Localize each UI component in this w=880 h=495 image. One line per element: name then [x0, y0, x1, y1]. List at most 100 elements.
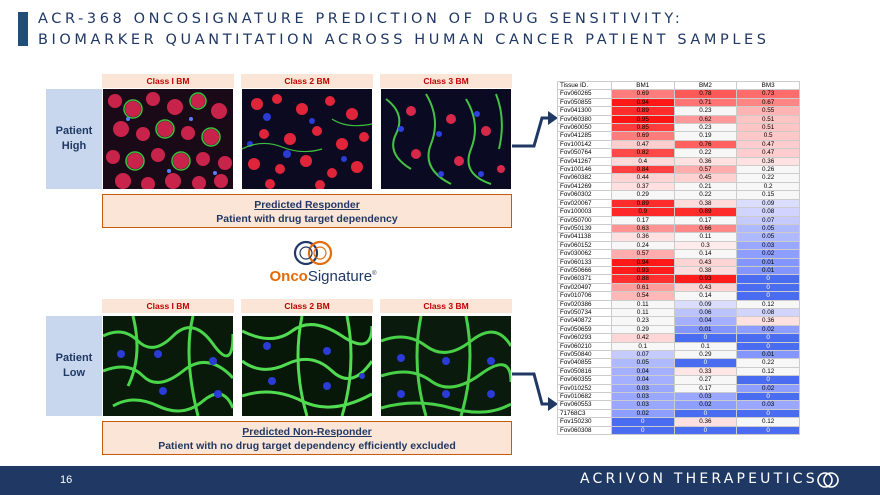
table-cell-bm2: 0.1	[673, 341, 738, 352]
table-row: Fov060553 0.03 0.02 0.03	[557, 400, 800, 410]
table-cell-bm1: 0.47	[610, 139, 675, 150]
table-row: Fov041138 0.36 0.11 0.05	[557, 232, 800, 242]
table-cell-bm3: 0.05	[736, 223, 800, 234]
table-cell-bm3: 0.15	[736, 190, 800, 200]
table-row: Fov100146 0.84 0.57 0.26	[557, 165, 800, 175]
table-cell-bm2: 0.76	[673, 139, 738, 150]
table-cell-bm3: 0.51	[736, 114, 800, 125]
table-cell-bm2: 0.33	[673, 366, 738, 377]
high-class-2-header: Class 2 BM	[241, 74, 373, 88]
table-cell-bm2: 0	[673, 333, 738, 343]
table-row: Fov040872 0.23 0.04 0.36	[557, 316, 800, 326]
table-header-bm1: BM1	[610, 80, 675, 91]
table-cell-bm1: 0.24	[610, 240, 675, 251]
table-cell-bm3: 0	[736, 333, 800, 343]
high-class-1-image	[103, 89, 233, 189]
table-cell-bm3: 0.51	[736, 123, 800, 133]
table-cell-bm3: 0.03	[736, 240, 800, 251]
table-cell-bm1: 0.29	[610, 324, 675, 335]
table-cell-bm1: 0.23	[610, 316, 675, 326]
table-cell-bm3: 0.22	[736, 358, 800, 368]
arrow-high-to-table	[512, 111, 558, 148]
table-row: Fov041267 0.4 0.36 0.36	[557, 156, 800, 167]
table-cell-bm3: 0.02	[736, 324, 800, 335]
table-row: Fov050855 0.94 0.71 0.67	[557, 97, 800, 108]
table-cell-bm2: 0.45	[673, 173, 738, 183]
table-cell-bm2: 0.3	[673, 240, 738, 251]
table-row: Fov150230 0 0.36 0.12	[557, 417, 800, 427]
table-cell-tissue-id: Fov060210	[557, 341, 612, 352]
table-cell-tissue-id: Fov050764	[557, 148, 612, 158]
table-cell-bm3: 0	[736, 392, 800, 402]
table-cell-tissue-id: Fov100146	[557, 165, 612, 175]
table-row: Fov010252 0.03 0.17 0.02	[557, 383, 800, 394]
table-cell-tissue-id: Fov100003	[557, 207, 612, 217]
table-row: 71768C3 0.02 0 0	[557, 408, 800, 419]
table-cell-bm3: 0.47	[736, 139, 800, 150]
table-cell-tissue-id: Fov060152	[557, 240, 612, 251]
table-cell-tissue-id: Fov041138	[557, 232, 612, 242]
table-cell-bm1: 0.54	[610, 291, 675, 301]
high-class-2-image	[242, 89, 372, 189]
table-cell-bm2: 0.17	[673, 383, 738, 394]
table-cell-bm2: 0.38	[673, 198, 738, 209]
table-header-row: Tissue ID. BM1 BM2 BM3	[557, 80, 800, 91]
table-cell-bm3: 0.2	[736, 181, 800, 192]
table-cell-bm3: 0.36	[736, 316, 800, 326]
table-row: Fov020497 0.61 0.43 0	[557, 282, 800, 293]
table-cell-tissue-id: Fov041267	[557, 156, 612, 167]
table-cell-bm3: 0.26	[736, 165, 800, 175]
table-cell-bm1: 0.37	[610, 181, 675, 192]
table-cell-tissue-id: Fov041300	[557, 106, 612, 116]
table-cell-bm2: 0	[673, 408, 738, 419]
table-cell-bm2: 0.19	[673, 131, 738, 141]
table-cell-tissue-id: Fov100142	[557, 139, 612, 150]
table-cell-bm1: 0.03	[610, 383, 675, 394]
table-cell-bm2: 0.23	[673, 123, 738, 133]
table-cell-bm2: 0.93	[673, 274, 738, 284]
table-cell-bm1: 0.82	[610, 148, 675, 158]
table-cell-tissue-id: Fov040872	[557, 316, 612, 326]
table-cell-bm2: 0.38	[673, 265, 738, 276]
table-cell-bm2: 0.29	[673, 349, 738, 360]
table-cell-bm3: 0.67	[736, 97, 800, 108]
title-accent-square	[18, 12, 28, 46]
table-cell-tissue-id: Fov060371	[557, 274, 612, 284]
table-row: Fov060265 0.69 0.78 0.73	[557, 89, 800, 99]
table-cell-bm1: 0	[610, 417, 675, 427]
table-cell-bm1: 0.9	[610, 207, 675, 217]
table-cell-bm1: 0.63	[610, 223, 675, 234]
table-cell-bm3: 0.07	[736, 215, 800, 225]
logo-word-onco: Onco	[269, 268, 308, 285]
table-cell-bm3: 0.01	[736, 257, 800, 267]
table-cell-bm2: 0.09	[673, 299, 738, 309]
table-cell-bm3: 0.55	[736, 106, 800, 116]
table-cell-bm1: 0.88	[610, 274, 675, 284]
table-row: Fov050139 0.63 0.66 0.05	[557, 223, 800, 234]
table-header-bm2: BM2	[673, 80, 738, 91]
table-cell-tissue-id: Fov060382	[557, 173, 612, 183]
table-cell-bm3: 0.36	[736, 156, 800, 167]
table-cell-bm3: 0.01	[736, 349, 800, 360]
table-cell-tissue-id: Fov010252	[557, 383, 612, 394]
table-cell-bm2: 0.66	[673, 223, 738, 234]
table-cell-bm2: 0.14	[673, 249, 738, 259]
table-cell-bm2: 0.43	[673, 257, 738, 267]
table-cell-tissue-id: Fov020386	[557, 299, 612, 309]
table-cell-bm1: 0.1	[610, 341, 675, 352]
table-cell-tissue-id: Fov050659	[557, 324, 612, 335]
table-row: Fov100142 0.47 0.76 0.47	[557, 139, 800, 150]
logo-word-signature: Signature	[307, 268, 373, 285]
table-cell-bm1: 0.93	[610, 265, 675, 276]
table-cell-bm2: 0.62	[673, 114, 738, 125]
table-cell-tissue-id: Fov050855	[557, 97, 612, 108]
slide-title-line-1: ACR-368 ONCOSIGNATURE PREDICTION OF DRUG…	[38, 11, 684, 27]
table-cell-bm3: 0	[736, 425, 800, 436]
table-cell-bm1: 0.29	[610, 190, 675, 200]
table-cell-tissue-id: Fov060355	[557, 375, 612, 385]
table-cell-bm3: 0.01	[736, 265, 800, 276]
table-cell-bm2: 0.21	[673, 181, 738, 192]
table-cell-bm2: 0.57	[673, 165, 738, 175]
table-cell-tissue-id: Fov010706	[557, 291, 612, 301]
table-row: Fov041300 0.89 0.23 0.55	[557, 106, 800, 116]
